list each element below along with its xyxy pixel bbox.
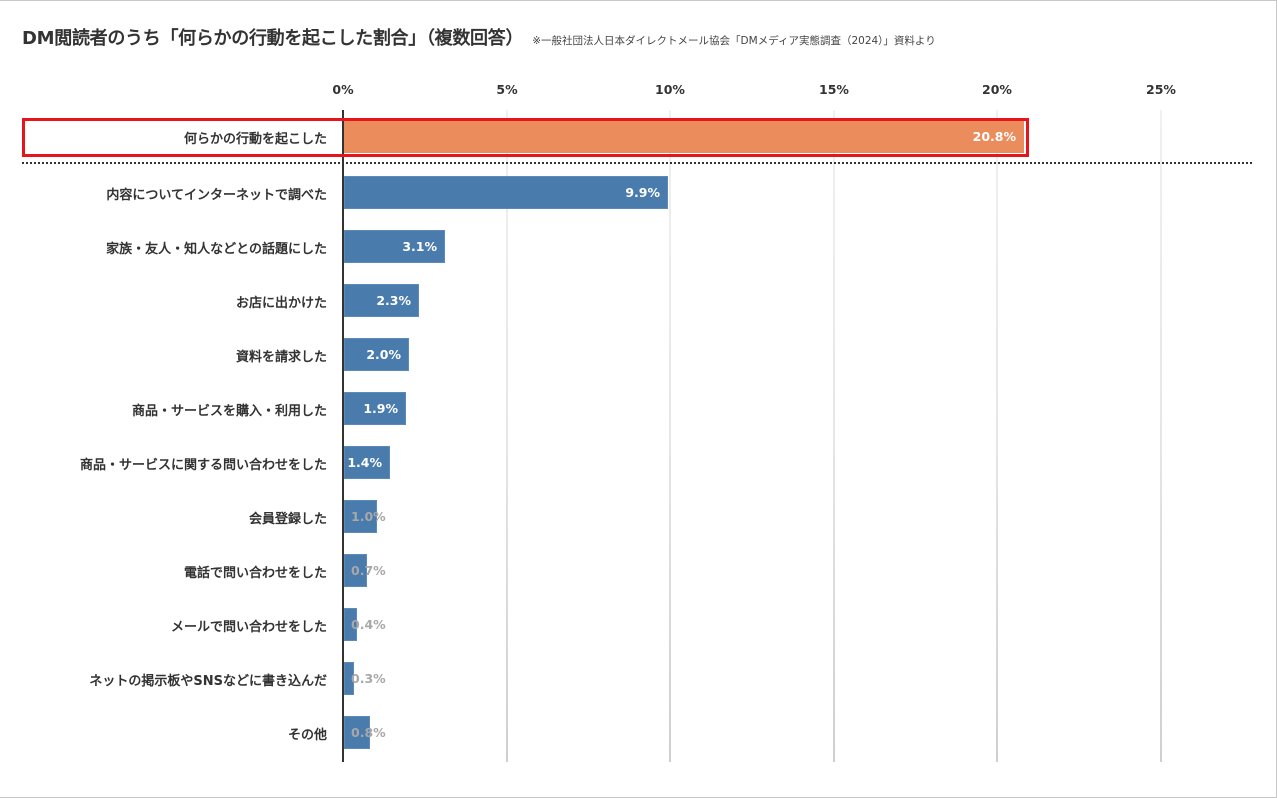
x-tick-0: 0%: [332, 82, 354, 97]
bar-value-label: 0.8%: [351, 725, 386, 740]
row-label: 資料を請求した: [235, 350, 327, 365]
row-label: 内容についてインターネットで調べた: [106, 188, 327, 203]
bar-highlight: [344, 120, 1024, 153]
x-tick-15: 15%: [819, 82, 849, 97]
bar: [344, 446, 390, 479]
x-tick-10: 10%: [655, 82, 685, 97]
bar-value-label: 2.0%: [366, 347, 401, 362]
gridline-10: [669, 110, 671, 762]
chart-title: DM閲読者のうち「何らかの行動を起こした割合」（複数回答）: [22, 28, 524, 49]
source-note: ※一般社団法人日本ダイレクトメール協会「DMメディア実態調査（2024）」資料よ…: [532, 35, 936, 47]
bar: [344, 500, 377, 533]
row-label: 商品・サービスに関する問い合わせをした: [79, 458, 327, 473]
bar-value-label: 1.0%: [351, 509, 386, 524]
bar: [344, 608, 357, 641]
title-row: DM閲読者のうち「何らかの行動を起こした割合」（複数回答） ※一般社団法人日本ダ…: [22, 24, 936, 50]
row-label: 家族・友人・知人などとの話題にした: [106, 242, 327, 257]
x-tick-5: 5%: [496, 82, 518, 97]
row-label: ネットの掲示板やSNSなどに書き込んだ: [89, 674, 327, 689]
gridline-20: [996, 110, 998, 762]
y-axis-line: [342, 110, 344, 762]
row-label: お店に出かけた: [235, 296, 327, 311]
x-tick-20: 20%: [982, 82, 1012, 97]
row-label: 何らかの行動を起こした: [183, 132, 327, 147]
bar-value-label: 0.7%: [351, 563, 386, 578]
bar: [344, 554, 367, 587]
bar: [344, 230, 445, 263]
x-tick-25: 25%: [1146, 82, 1176, 97]
dotted-separator: [22, 162, 1252, 164]
bar-value-label: 2.3%: [376, 293, 411, 308]
gridline-15: [833, 110, 835, 762]
bar-value-label: 1.9%: [363, 401, 398, 416]
bar: [344, 392, 406, 425]
bar: [344, 338, 409, 371]
bar: [344, 662, 354, 695]
bar: [344, 716, 370, 749]
row-label: 商品・サービスを購入・利用した: [131, 404, 327, 419]
bar-value-label: 0.4%: [351, 617, 386, 632]
bar-value-label: 9.9%: [625, 185, 660, 200]
bar-value-label: 20.8%: [972, 129, 1016, 144]
row-label: メールで問い合わせをした: [170, 620, 327, 635]
bar-value-label: 0.3%: [351, 671, 386, 686]
bar-value-label: 1.4%: [347, 455, 382, 470]
row-label: その他: [287, 728, 327, 743]
row-label: 会員登録した: [248, 512, 327, 527]
gridline-25: [1160, 110, 1162, 762]
bar: [344, 284, 419, 317]
bar-value-label: 3.1%: [402, 239, 437, 254]
gridline-5: [506, 110, 508, 762]
bar: [344, 176, 668, 209]
row-label: 電話で問い合わせをした: [183, 566, 327, 581]
